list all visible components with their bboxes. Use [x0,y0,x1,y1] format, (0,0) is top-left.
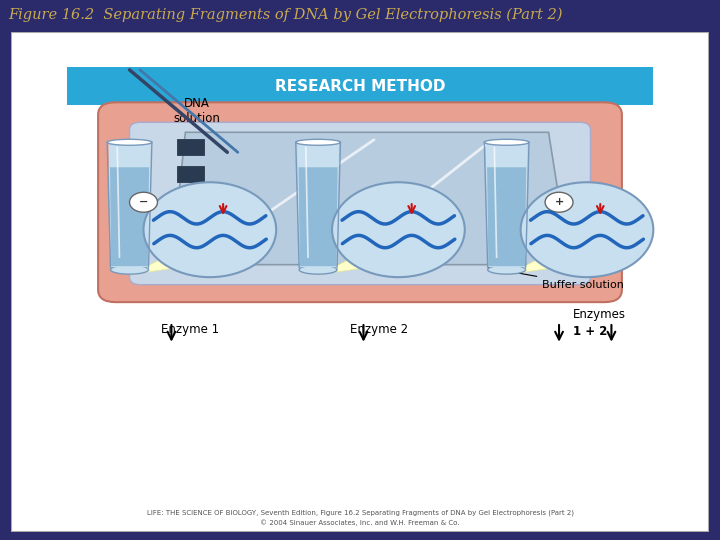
Text: DNA
solution: DNA solution [173,97,220,125]
Polygon shape [110,167,149,266]
Ellipse shape [485,139,529,145]
Polygon shape [171,132,570,265]
Text: Figure 16.2  Separating Fragments of DNA by Gel Electrophoresis (Part 2): Figure 16.2 Separating Fragments of DNA … [9,8,563,22]
Text: Enzyme 2: Enzyme 2 [349,323,408,336]
Text: © 2004 Sinauer Associates, Inc. and W.H. Freeman & Co.: © 2004 Sinauer Associates, Inc. and W.H.… [260,519,460,526]
Circle shape [332,183,465,277]
Circle shape [130,192,158,212]
Text: +: + [554,197,564,207]
Polygon shape [297,142,339,267]
Text: Enzymes: Enzymes [573,308,626,321]
Polygon shape [486,142,528,267]
Text: LIFE: THE SCIENCE OF BIOLOGY, Seventh Edition, Figure 16.2 Separating Fragments : LIFE: THE SCIENCE OF BIOLOGY, Seventh Ed… [146,510,574,516]
FancyBboxPatch shape [98,102,622,302]
Text: Buffer solution: Buffer solution [488,268,624,289]
Bar [67,68,653,105]
Circle shape [143,183,276,277]
Polygon shape [507,258,620,275]
Ellipse shape [487,265,526,274]
Polygon shape [299,167,338,266]
Polygon shape [109,142,150,267]
Text: −: − [139,197,148,207]
Circle shape [545,192,573,212]
Text: Enzyme 1: Enzyme 1 [161,323,219,336]
Polygon shape [318,258,431,275]
Text: RESEARCH METHOD: RESEARCH METHOD [275,79,445,93]
Ellipse shape [296,139,341,145]
Ellipse shape [107,139,152,145]
Bar [177,194,204,210]
Circle shape [521,183,653,277]
Bar [177,166,204,182]
Text: 1 + 2: 1 + 2 [573,325,608,338]
Polygon shape [130,258,243,275]
Ellipse shape [111,265,148,274]
Polygon shape [487,167,526,266]
FancyBboxPatch shape [130,122,590,285]
Bar [177,139,204,155]
Ellipse shape [299,265,337,274]
